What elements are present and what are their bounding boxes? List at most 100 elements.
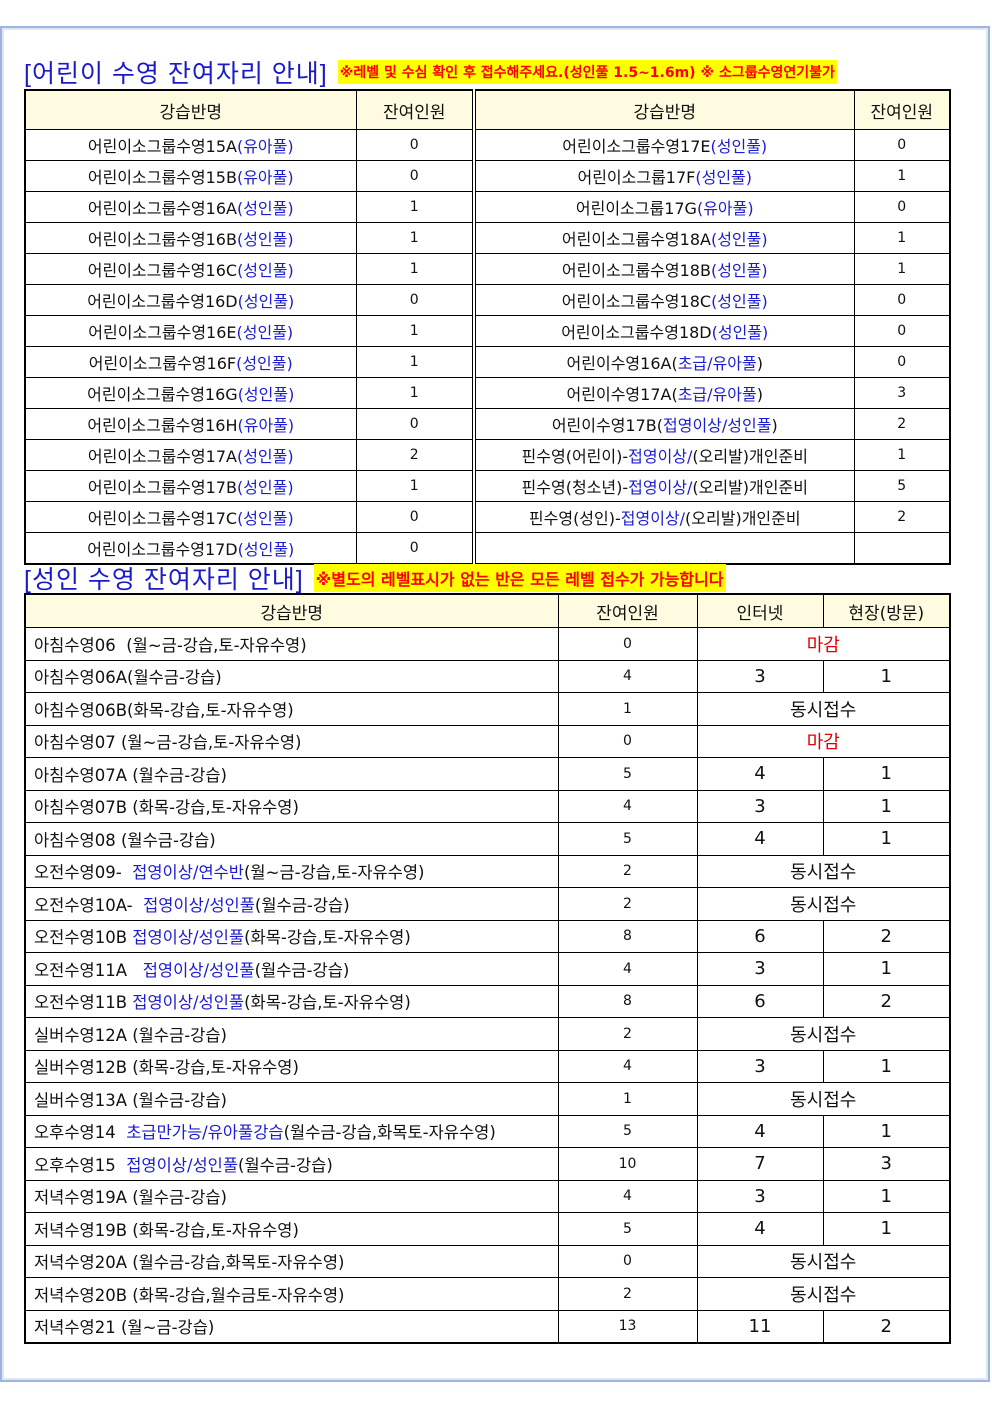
class-name-cell: 아침수영08 (월수금-강습)	[24, 822, 559, 856]
remaining-count: 2	[557, 854, 698, 888]
header-remaining: 잔여인원	[853, 89, 951, 130]
internet-count: 3	[696, 659, 824, 693]
class-name-text: 실버수영12A (월수금-강습)	[34, 1025, 227, 1045]
onsite-count: 3	[822, 1147, 951, 1181]
class-name-text: (월~금-강습,토-자유수영)	[244, 863, 425, 883]
class-name-text: 어린이소그룹수영16F	[88, 354, 237, 373]
class-name-cell: 실버수영12A (월수금-강습)	[24, 1017, 559, 1051]
header-internet: 인터넷	[696, 593, 824, 628]
class-name-text: (월수금-강습)	[238, 1155, 333, 1175]
class-name-text: 실버수영13A (월수금-강습)	[34, 1090, 227, 1110]
class-name-text: 어린이소그룹수영18C	[561, 292, 712, 311]
class-level-note: 초급/유아풀	[677, 354, 757, 373]
remaining-count: 0	[355, 129, 475, 161]
internet-count: 3	[696, 1049, 824, 1083]
remaining-count: 5	[557, 757, 698, 791]
kids-title-row: [어린이 수영 잔여자리 안내] ※레벨 및 수심 확인 후 접수해주세요.(성…	[24, 54, 837, 90]
internet-count: 3	[696, 952, 824, 986]
table-row: 오전수영11B 접영이상/성인풀(화목-강습,토-자유수영) 8 6 2	[24, 984, 951, 1018]
table-row: 어린이소그룹수영17A(성인풀) 2 핀수영(어린이)-접영이상/(오리발)개인준비…	[24, 439, 951, 471]
class-name-cell: 아침수영06 (월~금-강습,토-자유수영)	[24, 627, 559, 661]
internet-count: 4	[696, 757, 824, 791]
onsite-count: 2	[822, 984, 951, 1018]
class-name-text: (월수금-강습)	[254, 895, 350, 915]
class-level-note: (성인풀)	[695, 168, 753, 187]
class-name-cell: 어린이소그룹수영16F(성인풀)	[24, 346, 357, 378]
table-row: 오전수영11A 접영이상/성인풀(월수금-강습) 4 3 1	[24, 952, 951, 986]
internet-count: 3	[696, 1179, 824, 1213]
class-name-cell: 아침수영07A (월수금-강습)	[24, 757, 559, 791]
table-row: 실버수영13A (월수금-강습) 1 동시접수	[24, 1082, 951, 1116]
table-row: 어린이소그룹수영17D(성인풀) 0	[24, 532, 951, 565]
remaining-count: 2	[355, 439, 475, 471]
class-name-text: )	[771, 416, 778, 435]
class-name-text: 어린이수영17B(	[551, 416, 663, 435]
class-name-cell: 어린이소그룹수영15A(유아풀)	[24, 129, 357, 161]
remaining-count	[853, 532, 951, 565]
class-name-text: 어린이소그룹수영16G	[87, 385, 238, 404]
class-name-text: (월수금-강습,화목토-자유수영)	[283, 1123, 496, 1143]
onsite-count: 1	[822, 1212, 951, 1246]
table-row: 오전수영10A- 접영이상/성인풀(월수금-강습) 2 동시접수	[24, 887, 951, 921]
class-name-cell: 어린이소그룹수영16E(성인풀)	[24, 315, 357, 347]
remaining-count: 5	[557, 1212, 698, 1246]
table-row: 아침수영07B (화목-강습,토-자유수영) 4 3 1	[24, 789, 951, 823]
class-name-cell: 어린이소그룹수영18D(성인풀)	[472, 315, 855, 347]
header-onsite: 현장(방문)	[822, 593, 951, 628]
class-name-text: 핀수영(어린이)-	[521, 447, 629, 466]
class-name-text: 아침수영06B(화목-강습,토-자유수영)	[34, 700, 294, 720]
table-row: 저녁수영20A (월수금-강습,화목토-자유수영) 0 동시접수	[24, 1244, 951, 1278]
remaining-count: 8	[557, 919, 698, 953]
adults-section-title: [성인 수영 잔여자리 안내]	[24, 566, 304, 594]
class-level-note: (성인풀)	[711, 323, 769, 342]
table-row: 어린이소그룹수영16D(성인풀) 0 어린이소그룹수영18C(성인풀) 0	[24, 284, 951, 316]
class-level-note: (성인풀)	[236, 447, 294, 466]
class-name-text: 아침수영06A(월수금-강습)	[34, 668, 222, 688]
onsite-count: 1	[822, 1114, 951, 1148]
class-name-text: 오전수영10B	[34, 928, 133, 948]
remaining-count: 13	[557, 1309, 698, 1344]
header-class-name: 강습반명	[24, 89, 357, 130]
internet-count: 4	[696, 1212, 824, 1246]
class-level-note: 접영이상/성인풀	[663, 416, 772, 435]
class-name-text: 어린이소그룹17F	[577, 168, 696, 187]
table-row: 어린이소그룹수영15B(유아풀) 0 어린이소그룹17F(성인풀) 1	[24, 160, 951, 192]
table-row: 저녁수영21 (월~금-강습) 13 11 2	[24, 1309, 951, 1344]
class-level-note: 접영이상/	[628, 478, 693, 497]
class-name-cell: 실버수영13A (월수금-강습)	[24, 1082, 559, 1116]
class-level-note: (유아풀)	[237, 416, 295, 435]
class-name-cell: 오전수영11B 접영이상/성인풀(화목-강습,토-자유수영)	[24, 984, 559, 1018]
class-name-text: 저녁수영20A (월수금-강습,화목토-자유수영)	[34, 1253, 345, 1273]
remaining-count: 1	[355, 377, 475, 409]
internet-count: 11	[696, 1309, 824, 1344]
class-name-text: 오전수영10A-	[34, 895, 144, 915]
table-row: 어린이소그룹수영16F(성인풀) 1 어린이수영16A(초급/유아풀) 0	[24, 346, 951, 378]
onsite-count: 1	[822, 659, 951, 693]
class-name-text: 아침수영07 (월~금-강습,토-자유수영)	[34, 733, 302, 753]
class-name-cell: 핀수영(어린이)-접영이상/(오리발)개인준비	[472, 439, 855, 471]
remaining-count: 0	[853, 129, 951, 161]
class-name-cell: 저녁수영21 (월~금-강습)	[24, 1309, 559, 1344]
class-name-text: 아침수영06 (월~금-강습,토-자유수영)	[34, 635, 307, 655]
class-level-note: 접영이상/성인풀	[143, 895, 255, 915]
remaining-count: 1	[557, 1082, 698, 1116]
class-name-cell: 실버수영12B (화목-강습,토-자유수영)	[24, 1049, 559, 1083]
class-name-text: (월수금-강습)	[254, 960, 350, 980]
class-level-note: (성인풀)	[711, 292, 768, 311]
class-name-cell: 어린이소그룹17F(성인풀)	[472, 160, 855, 192]
onsite-count: 2	[822, 1309, 951, 1344]
onsite-count: 1	[822, 757, 951, 791]
adults-vacancy-table: 강습반명 잔여인원 인터넷 현장(방문) 아침수영06 (월~금-강습,토-자유…	[24, 593, 951, 1344]
table-row: 오후수영15 접영이상/성인풀(월수금-강습) 10 7 3	[24, 1147, 951, 1181]
class-name-text: 어린이소그룹수영17D	[87, 540, 238, 559]
table-row: 아침수영06 (월~금-강습,토-자유수영) 0 마감	[24, 627, 951, 661]
remaining-count: 1	[853, 253, 951, 285]
table-row: 어린이소그룹수영16H(유아풀) 0 어린이수영17B(접영이상/성인풀) 2	[24, 408, 951, 440]
class-name-cell: 저녁수영20A (월수금-강습,화목토-자유수영)	[24, 1244, 559, 1278]
onsite-count: 1	[822, 822, 951, 856]
class-name-cell: 오후수영15 접영이상/성인풀(월수금-강습)	[24, 1147, 559, 1181]
class-name-cell	[472, 532, 855, 565]
class-name-text: (화목-강습,토-자유수영)	[244, 993, 411, 1013]
class-name-text: (오리발)개인준비	[692, 447, 808, 466]
table-row: 실버수영12B (화목-강습,토-자유수영) 4 3 1	[24, 1049, 951, 1083]
